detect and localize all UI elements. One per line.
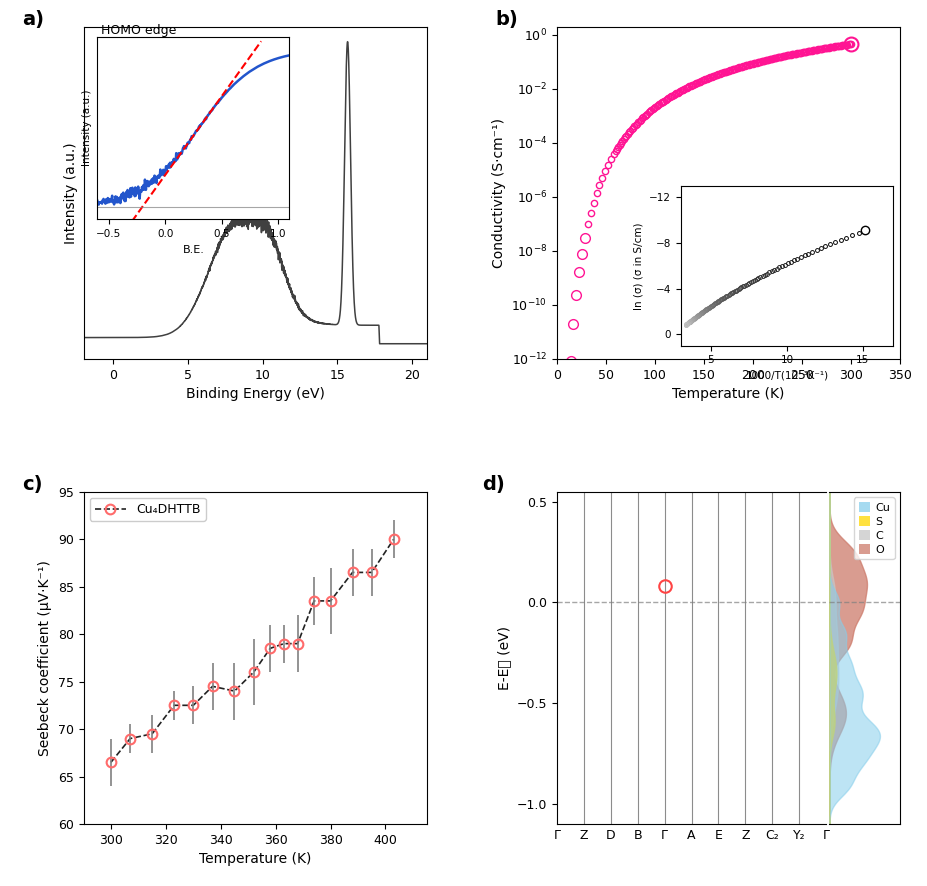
Y-axis label: Seebeck coefficient (μV·K⁻¹): Seebeck coefficient (μV·K⁻¹) (38, 560, 52, 756)
Y-axis label: Intensity (a.u.): Intensity (a.u.) (64, 142, 78, 244)
Y-axis label: E-E⁦ (eV): E-E⁦ (eV) (497, 626, 511, 690)
Y-axis label: Conductivity (S·cm⁻¹): Conductivity (S·cm⁻¹) (491, 118, 505, 268)
X-axis label: Binding Energy (eV): Binding Energy (eV) (185, 387, 324, 401)
X-axis label: Temperature (K): Temperature (K) (672, 387, 784, 401)
Text: d): d) (481, 475, 504, 494)
X-axis label: Temperature (K): Temperature (K) (198, 852, 311, 867)
Text: c): c) (21, 475, 43, 494)
Legend: Cu₄DHTTB: Cu₄DHTTB (90, 498, 205, 521)
Legend: Cu, S, C, O: Cu, S, C, O (853, 497, 894, 559)
Text: b): b) (495, 10, 517, 29)
Text: a): a) (21, 10, 44, 29)
